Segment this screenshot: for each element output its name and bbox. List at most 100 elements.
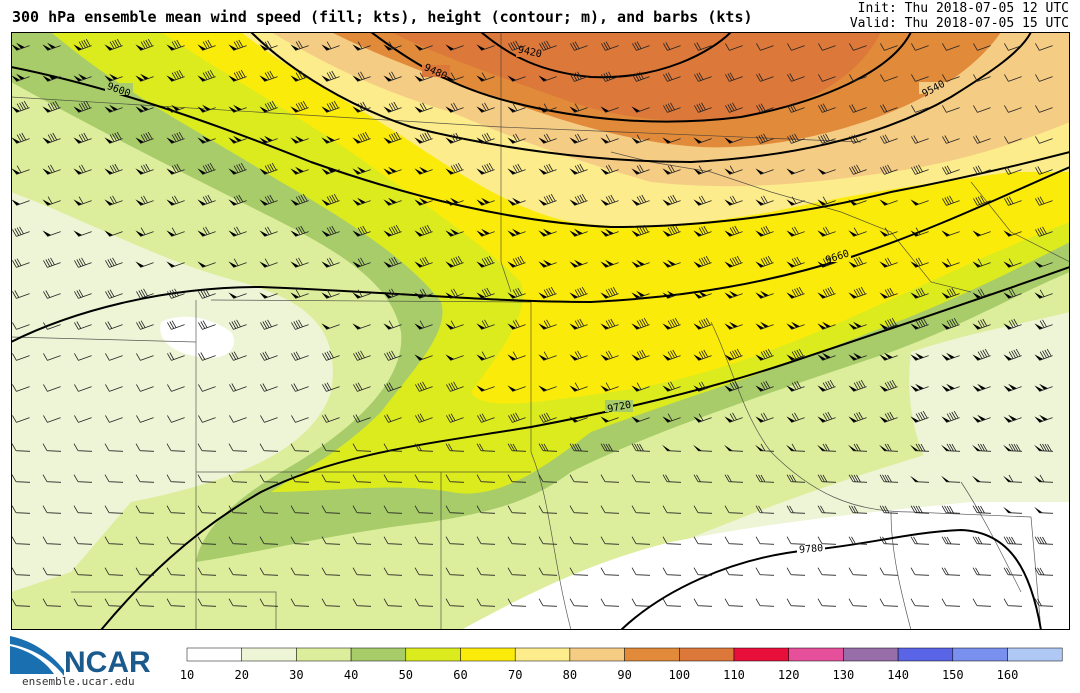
barb-staff <box>419 288 433 299</box>
barb-flag <box>290 230 300 237</box>
wind-barb <box>941 567 961 576</box>
colorbar-tick-label: 80 <box>563 668 577 682</box>
wind-barb <box>879 536 899 545</box>
wind-barb <box>848 352 867 361</box>
barb-staff <box>543 133 557 144</box>
barb-staff <box>11 505 31 514</box>
barb-flag <box>569 168 579 175</box>
barb-flag <box>636 259 645 266</box>
barb-staff <box>74 321 92 330</box>
barb-staff <box>198 415 216 423</box>
barb-flag <box>879 385 889 392</box>
barb-staff <box>694 42 712 51</box>
barb-flag <box>693 261 703 268</box>
barb-flag <box>228 137 238 144</box>
barb-flag <box>693 385 703 392</box>
barb-staff <box>481 287 495 299</box>
wind-barb <box>1034 319 1053 330</box>
barb-staff <box>352 505 372 514</box>
wind-barb <box>1034 443 1054 452</box>
barb-flag <box>538 385 548 392</box>
barb-flag <box>290 261 300 268</box>
wind-barb <box>662 567 682 576</box>
wind-barb <box>445 72 464 82</box>
wind-barb <box>910 475 930 483</box>
barb-flag <box>755 354 765 361</box>
barb-staff <box>104 567 124 576</box>
barb-staff <box>817 505 837 514</box>
barb-flag <box>197 75 207 82</box>
wind-barb <box>1035 74 1053 82</box>
wind-barb <box>167 352 185 361</box>
wind-barb <box>384 350 402 361</box>
contour-label-9420: 9420 <box>517 45 543 61</box>
barb-staff <box>259 474 279 483</box>
wind-barb <box>631 382 650 392</box>
barb-staff <box>198 384 216 392</box>
barb-staff <box>259 598 279 607</box>
wind-barb <box>879 379 898 392</box>
barb-flag <box>202 104 211 111</box>
barb-staff <box>11 474 31 483</box>
wind-barb <box>1034 289 1053 299</box>
logo-text: NCAR <box>64 646 151 679</box>
barb-staff <box>481 351 495 361</box>
wind-barb <box>136 320 154 330</box>
wind-barb <box>538 385 557 392</box>
barb-staff <box>574 163 588 175</box>
wind-barb <box>756 103 774 113</box>
barb-staff <box>667 349 681 361</box>
barb-flag <box>879 416 889 423</box>
barb-flag <box>538 354 548 361</box>
barb-staff <box>822 379 836 392</box>
barb-flag <box>755 168 765 175</box>
barb-staff <box>171 107 185 113</box>
barb-flag <box>786 416 796 423</box>
wind-barb <box>11 100 30 113</box>
wind-barb <box>570 71 588 82</box>
barb-staff <box>543 193 557 206</box>
barb-staff <box>357 289 371 299</box>
wind-barb <box>1003 414 1022 423</box>
colorbar-tick-label: 70 <box>508 668 522 682</box>
wind-barb <box>756 73 774 82</box>
wind-barb <box>105 257 123 268</box>
barb-staff <box>1007 474 1023 483</box>
barb-staff <box>879 536 899 545</box>
wind-barb <box>414 72 433 82</box>
barb-flag <box>786 354 796 361</box>
barb-flag <box>445 168 455 175</box>
wind-barb <box>291 351 309 361</box>
wind-barb <box>755 380 774 392</box>
wind-barb <box>879 287 898 299</box>
wind-barb <box>662 536 682 545</box>
wind-barb <box>321 166 340 175</box>
barb-staff <box>605 231 619 237</box>
wind-barb <box>724 165 743 175</box>
wind-barb <box>11 567 31 576</box>
wind-barb <box>414 443 434 452</box>
colorbar-tick-label: 120 <box>778 668 800 682</box>
barb-staff <box>202 194 216 206</box>
wind-barb <box>724 444 744 452</box>
barb-staff <box>512 287 526 299</box>
wind-barb <box>600 567 620 576</box>
barb-staff <box>140 227 154 237</box>
wind-barb <box>352 474 372 483</box>
colorbar-swatch <box>897 647 954 662</box>
wind-barb <box>259 598 279 607</box>
wind-barb <box>259 536 279 545</box>
barb-staff <box>43 290 61 299</box>
barb-staff <box>321 505 341 514</box>
wind-barb <box>166 261 185 268</box>
barb-flag <box>631 354 641 361</box>
barb-flag <box>817 261 827 268</box>
barb-staff <box>233 194 247 206</box>
wind-barb <box>228 162 247 175</box>
barb-flag <box>724 199 734 206</box>
wind-barb <box>166 163 185 175</box>
wind-barb <box>631 505 651 514</box>
barb-staff <box>136 288 154 299</box>
barb-staff <box>512 76 526 82</box>
barb-flag <box>786 199 796 206</box>
